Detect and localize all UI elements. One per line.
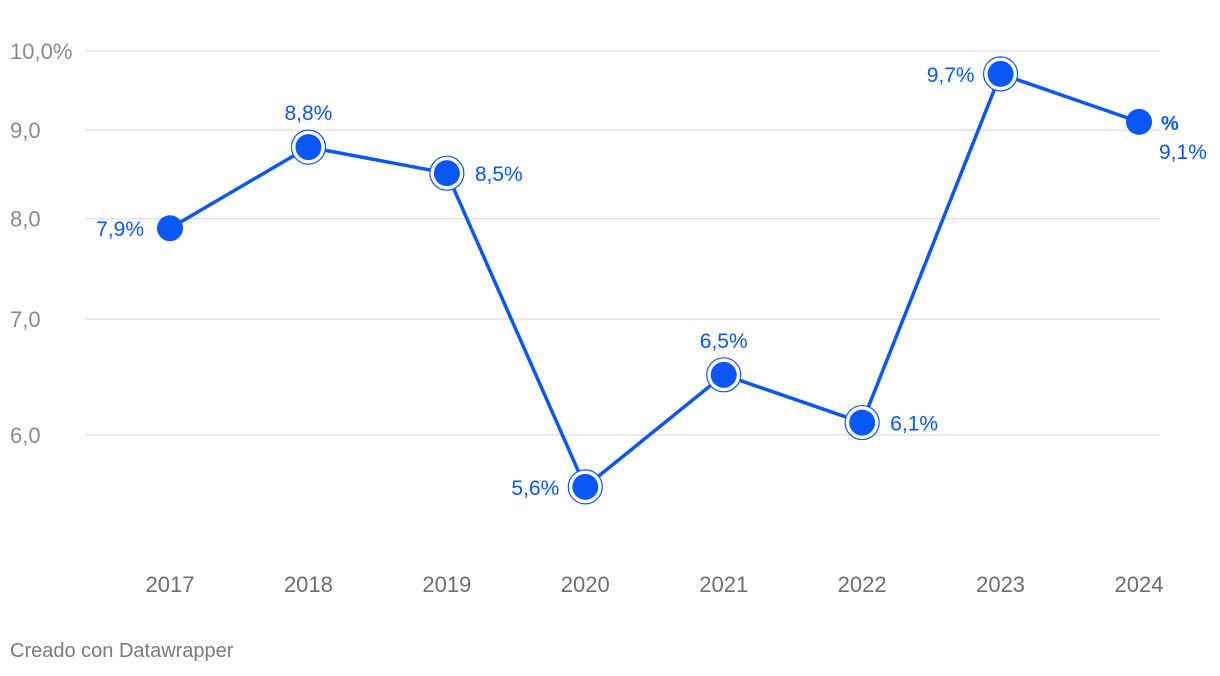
data-label: 5,6% — [511, 477, 559, 500]
x-tick-label: 2024 — [1115, 572, 1164, 597]
legend: % — [1161, 113, 1179, 135]
data-point — [1126, 108, 1152, 135]
y-tick-label: 6,0 — [10, 423, 41, 448]
data-label: 9,7% — [927, 64, 975, 87]
data-label: 6,5% — [700, 330, 748, 353]
data-point — [157, 215, 183, 242]
series-lines — [169, 72, 1140, 489]
data-label: 8,8% — [284, 102, 332, 125]
credit-text[interactable]: Creado con Datawrapper — [10, 640, 234, 662]
x-tick-label: 2021 — [699, 572, 748, 597]
data-point — [433, 160, 460, 187]
x-axis: 2017 2018 2019 2020 2021 2022 2023 2024 — [146, 572, 1164, 597]
x-tick-label: 2023 — [976, 572, 1025, 597]
y-tick-label: 7,0 — [10, 307, 41, 332]
data-point — [987, 60, 1014, 87]
data-points — [157, 56, 1152, 505]
y-tick-label: 10,0% — [10, 39, 72, 64]
data-point — [849, 409, 876, 436]
data-labels: 7,9% 8,8% 8,5% 5,6% 6,5% 6,1% 9,7% 9,1% — [96, 64, 1207, 500]
series-line — [169, 72, 1140, 489]
gridlines — [85, 50, 1160, 436]
x-tick-label: 2019 — [422, 572, 471, 597]
y-tick-label: 9,0 — [10, 118, 41, 143]
data-point — [710, 361, 737, 388]
x-tick-label: 2017 — [146, 572, 195, 597]
data-point — [295, 134, 322, 161]
x-tick-label: 2022 — [838, 572, 887, 597]
data-label: 8,5% — [475, 163, 523, 186]
y-tick-label: 8,0 — [10, 207, 41, 232]
x-tick-label: 2018 — [284, 572, 333, 597]
y-axis: 6,0 7,0 8,0 9,0 10,0% — [10, 39, 72, 448]
x-tick-label: 2020 — [561, 572, 610, 597]
data-point — [572, 473, 599, 500]
data-label: 6,1% — [890, 413, 938, 436]
data-label: 9,1% — [1159, 141, 1207, 164]
data-label: 7,9% — [96, 218, 144, 241]
series-name-label: % — [1161, 113, 1179, 135]
